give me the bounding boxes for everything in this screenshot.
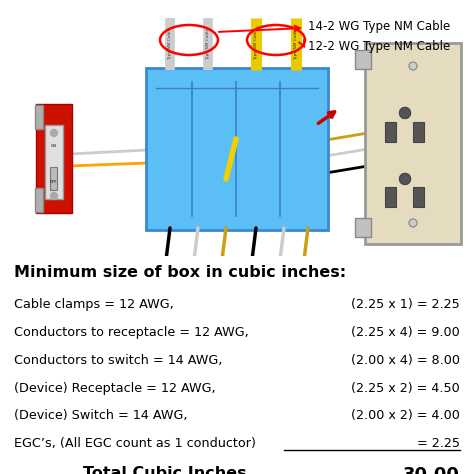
FancyBboxPatch shape xyxy=(146,68,328,230)
FancyBboxPatch shape xyxy=(413,122,424,142)
Text: 30.00: 30.00 xyxy=(403,466,460,474)
Text: = 2.25: = 2.25 xyxy=(417,437,460,450)
Text: 12-2 WG Type NM Cable: 12-2 WG Type NM Cable xyxy=(308,40,450,54)
Text: Type NM Cable: Type NM Cable xyxy=(294,28,298,60)
Text: Type NM Cable: Type NM Cable xyxy=(206,28,210,60)
Text: 14-2 WG Type NM Cable: 14-2 WG Type NM Cable xyxy=(308,20,450,34)
FancyBboxPatch shape xyxy=(355,50,371,69)
Circle shape xyxy=(409,219,417,227)
Text: ON: ON xyxy=(51,144,57,148)
FancyBboxPatch shape xyxy=(365,43,461,244)
Text: Type NM Cable: Type NM Cable xyxy=(168,28,172,60)
Text: Conductors to receptacle = 12 AWG,: Conductors to receptacle = 12 AWG, xyxy=(14,326,249,339)
Text: (Device) Switch = 14 AWG,: (Device) Switch = 14 AWG, xyxy=(14,409,188,422)
Circle shape xyxy=(400,108,410,118)
Text: EGC’s, (All EGC count as 1 conductor): EGC’s, (All EGC count as 1 conductor) xyxy=(14,437,256,450)
Text: OFF: OFF xyxy=(50,180,58,184)
Text: Conductors to switch = 14 AWG,: Conductors to switch = 14 AWG, xyxy=(14,354,223,367)
Text: Total Cubic Inches: Total Cubic Inches xyxy=(83,466,246,474)
FancyBboxPatch shape xyxy=(35,188,43,212)
Circle shape xyxy=(400,173,410,184)
Text: Type NM Cable: Type NM Cable xyxy=(254,28,258,60)
Text: (2.25 x 4) = 9.00: (2.25 x 4) = 9.00 xyxy=(351,326,460,339)
Text: Minimum size of box in cubic inches:: Minimum size of box in cubic inches: xyxy=(14,264,346,280)
FancyBboxPatch shape xyxy=(45,125,63,199)
Text: (2.00 x 2) = 4.00: (2.00 x 2) = 4.00 xyxy=(351,409,460,422)
Text: (2.00 x 4) = 8.00: (2.00 x 4) = 8.00 xyxy=(351,354,460,367)
FancyBboxPatch shape xyxy=(35,105,43,129)
FancyBboxPatch shape xyxy=(51,167,57,191)
Text: (Device) Receptacle = 12 AWG,: (Device) Receptacle = 12 AWG, xyxy=(14,382,216,394)
FancyBboxPatch shape xyxy=(385,122,396,142)
Text: Cable clamps = 12 AWG,: Cable clamps = 12 AWG, xyxy=(14,299,174,311)
FancyBboxPatch shape xyxy=(36,104,72,213)
Text: (2.25 x 2) = 4.50: (2.25 x 2) = 4.50 xyxy=(351,382,460,394)
FancyBboxPatch shape xyxy=(413,187,424,207)
FancyBboxPatch shape xyxy=(385,187,396,207)
FancyBboxPatch shape xyxy=(355,218,371,237)
Circle shape xyxy=(51,129,57,137)
Text: (2.25 x 1) = 2.25: (2.25 x 1) = 2.25 xyxy=(351,299,460,311)
Circle shape xyxy=(51,192,57,200)
Circle shape xyxy=(409,62,417,70)
